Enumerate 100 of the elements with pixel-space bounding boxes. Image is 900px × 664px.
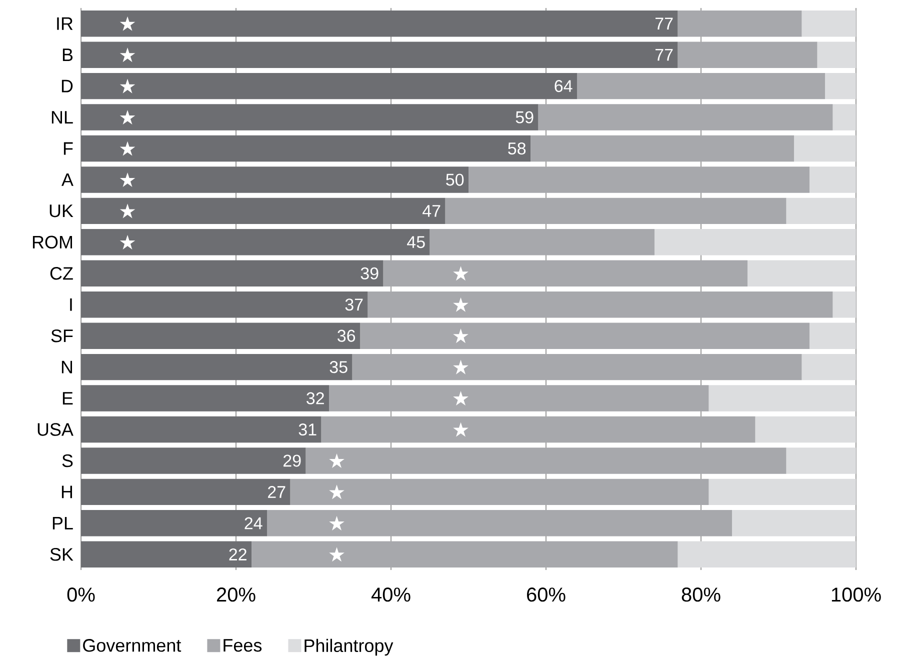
bar <box>708 385 856 412</box>
legend-label: Government <box>83 639 182 652</box>
bar <box>81 72 578 100</box>
bar <box>810 322 856 349</box>
bar <box>530 135 794 162</box>
y-tick-label: USA <box>38 423 74 436</box>
bar <box>81 166 469 193</box>
bar <box>81 541 252 568</box>
bar <box>306 448 786 474</box>
bar <box>368 292 833 318</box>
y-tick-label: UK <box>50 204 74 218</box>
data-label: 64 <box>554 80 572 92</box>
annotation: ★ <box>329 484 344 500</box>
bar <box>825 72 856 100</box>
bar <box>81 260 384 287</box>
bar <box>817 42 856 68</box>
annotation: ★ <box>453 391 468 406</box>
annotation: ★ <box>120 48 136 62</box>
annotation: ★ <box>120 234 136 250</box>
bar <box>654 229 856 256</box>
x-tick-label: 80% <box>682 588 720 602</box>
bar <box>321 416 756 443</box>
annotation: ★ <box>453 266 468 281</box>
bar <box>81 198 446 224</box>
bar <box>708 478 856 506</box>
bar <box>577 72 825 100</box>
y-tick-label: N <box>62 360 72 374</box>
data-label: 24 <box>244 517 262 530</box>
bar <box>732 510 856 536</box>
data-label: 36 <box>338 330 356 342</box>
bar <box>678 541 856 568</box>
data-label: 59 <box>516 111 534 124</box>
legend-label: Fees <box>224 639 262 652</box>
bar <box>290 478 709 506</box>
y-tick-label: H <box>62 486 72 498</box>
bar <box>794 135 856 162</box>
bar <box>81 135 530 162</box>
data-label: 77 <box>656 18 673 30</box>
bar <box>81 478 290 506</box>
bar <box>383 260 748 287</box>
bar <box>81 42 678 68</box>
data-label: 77 <box>656 48 673 61</box>
bar <box>81 229 430 256</box>
bar <box>786 448 856 474</box>
bar <box>430 229 654 256</box>
bar <box>802 10 856 37</box>
bar <box>786 198 856 224</box>
bar <box>81 322 360 349</box>
annotation: ★ <box>453 422 468 437</box>
bar <box>81 448 306 474</box>
annotation: ★ <box>329 516 344 530</box>
bar <box>832 104 856 130</box>
bar <box>468 166 810 193</box>
annotation: ★ <box>120 204 136 218</box>
bar <box>81 10 678 37</box>
y-tick-label: I <box>70 298 72 311</box>
y-tick-label: PL <box>52 516 73 530</box>
x-tick-label: 60% <box>527 588 566 602</box>
legend-label: Philantropy <box>304 638 394 656</box>
annotation: ★ <box>453 328 468 344</box>
bar <box>755 416 856 443</box>
data-label: 47 <box>422 205 440 217</box>
data-label: 45 <box>407 236 425 248</box>
data-label: 37 <box>345 298 363 311</box>
bar <box>678 42 818 68</box>
bar <box>81 385 330 412</box>
bar <box>538 104 833 130</box>
y-tick-label: IR <box>57 17 73 30</box>
x-tick-label: 20% <box>216 588 256 602</box>
y-tick-label: SK <box>50 548 74 561</box>
bar <box>352 354 802 380</box>
data-label: 32 <box>306 392 324 404</box>
data-label: 58 <box>508 142 526 155</box>
bar <box>81 510 268 536</box>
data-label: 27 <box>268 486 286 498</box>
y-tick-label: SF <box>51 329 73 342</box>
x-tick-label: 40% <box>371 588 410 602</box>
data-label: 31 <box>298 423 316 436</box>
y-tick-label: A <box>62 174 74 186</box>
data-label: 22 <box>229 548 246 560</box>
y-tick-label: S <box>62 454 73 468</box>
y-tick-label: F <box>64 142 73 155</box>
x-tick-label: 100% <box>832 588 881 602</box>
bar <box>748 260 856 287</box>
y-tick-label: NL <box>52 111 73 124</box>
annotation: ★ <box>120 16 136 31</box>
bar <box>802 354 856 380</box>
bar <box>832 292 856 318</box>
y-tick-label: D <box>62 80 73 92</box>
annotation: ★ <box>329 547 344 562</box>
data-label: 50 <box>446 174 464 186</box>
bar <box>81 416 322 443</box>
data-label: 29 <box>284 454 301 467</box>
bar <box>329 385 709 412</box>
y-tick-label: CZ <box>50 267 73 280</box>
y-tick-label: E <box>62 392 73 404</box>
data-label: 39 <box>360 267 378 280</box>
annotation: ★ <box>120 172 136 187</box>
y-tick-label: ROM <box>32 236 72 249</box>
x-tick-label: 0% <box>67 588 95 602</box>
